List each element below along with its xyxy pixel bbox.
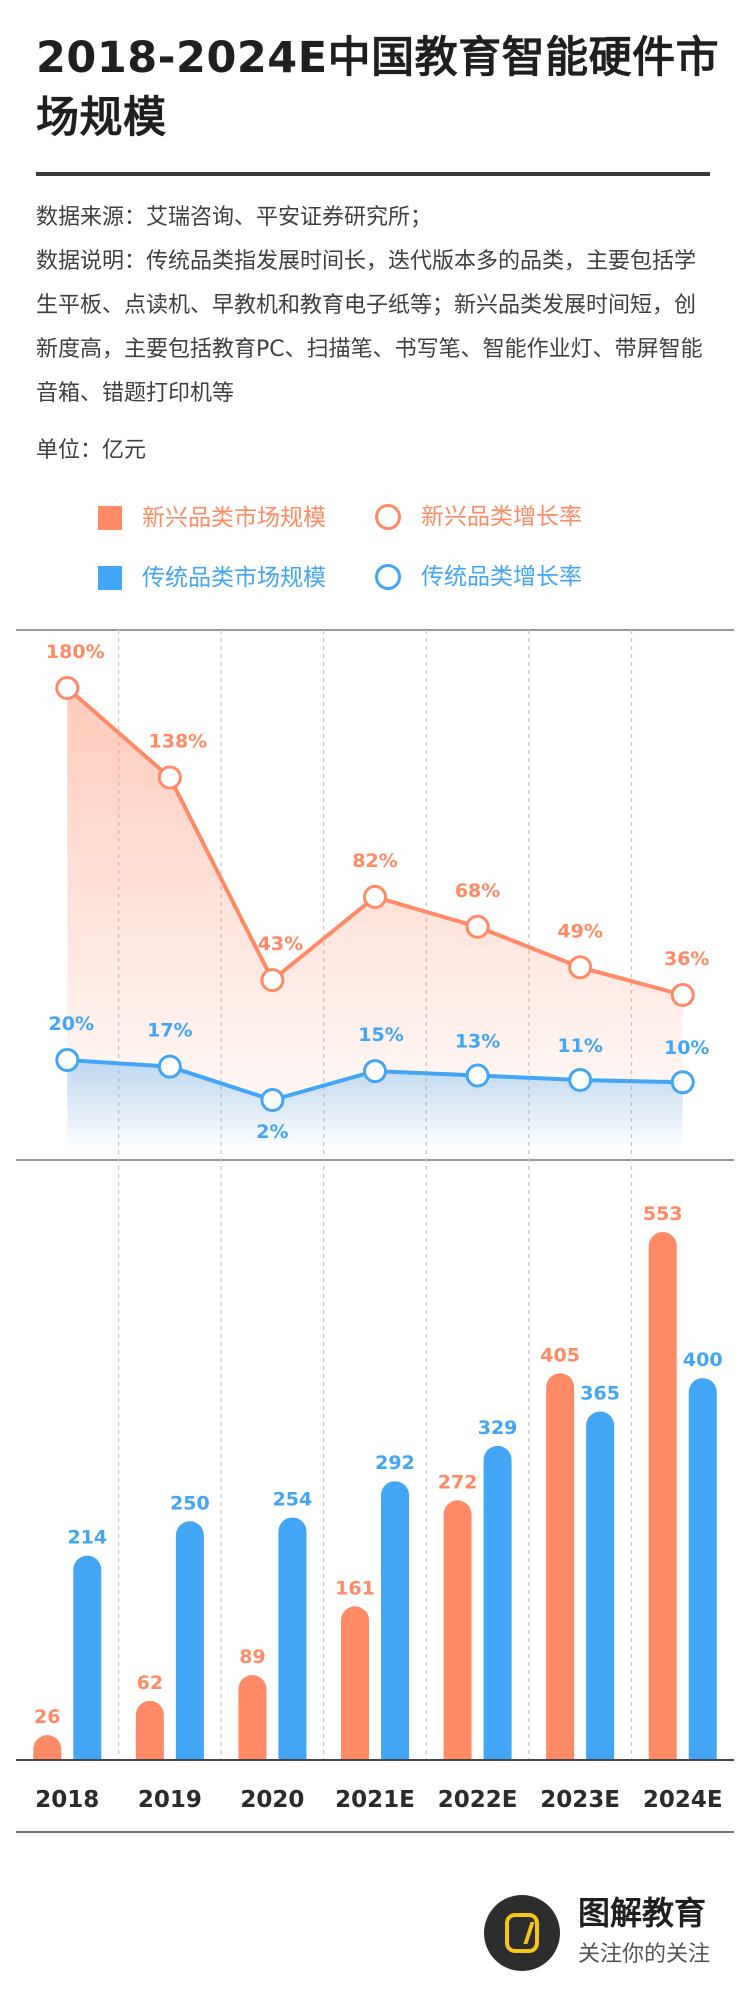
legend-label: 新兴品类市场规模 (142, 505, 326, 531)
traditional-size-bar (175, 1521, 204, 1760)
chart-notes: 数据来源：艾瑞咨询、平安证券研究所； 数据说明：传统品类指发展时间长，迭代版本多… (36, 196, 716, 416)
traditional-size-data-label: 214 (67, 1527, 107, 1549)
traditional-growth-data-label: 13% (455, 1031, 500, 1053)
emerging-growth-data-label: 43% (258, 933, 303, 955)
data-explanation-note: 数据说明：传统品类指发展时间长，迭代版本多的品类，主要包括学生平板、点读机、早教… (36, 249, 703, 406)
emerging-growth-point (55, 676, 80, 700)
emerging-size-data-label: 62 (137, 1672, 163, 1694)
traditional-size-bar (381, 1481, 409, 1760)
emerging-growth-data-label: 138% (149, 731, 208, 753)
x-tick-label: 2018 (35, 1787, 99, 1813)
emerging-size-bar (648, 1232, 677, 1760)
traditional-growth-data-label: 10% (664, 1037, 709, 1059)
traditional-size-data-label: 400 (683, 1349, 723, 1371)
traditional-size-data-label: 254 (273, 1488, 313, 1510)
emerging-growth-data-label: 180% (46, 641, 105, 663)
traditional-growth-point (465, 1063, 490, 1088)
emerging-size-bar (341, 1606, 369, 1760)
emerging-size-data-label: 272 (438, 1471, 478, 1493)
traditional-growth-point (568, 1068, 593, 1092)
emerging-size-data-label: 89 (239, 1646, 265, 1668)
legend-label: 新兴品类增长率 (421, 504, 582, 530)
x-tick-label: 2020 (240, 1787, 304, 1813)
emerging-growth-data-label: 82% (352, 850, 397, 872)
title-divider (36, 172, 710, 176)
legend-label: 传统品类增长率 (421, 564, 582, 590)
traditional-growth-data-label: 2% (256, 1121, 288, 1143)
legend-circle-icon (375, 504, 401, 530)
emerging-growth-data-label: 68% (455, 880, 500, 902)
x-tick-label: 2019 (138, 1787, 202, 1813)
emerging-growth-point (363, 884, 387, 909)
emerging-size-bar (443, 1500, 472, 1760)
traditional-growth-area (67, 1060, 683, 1145)
emerging-growth-point (465, 914, 490, 939)
chart-title: 2018-2024E中国教育智能硬件市场规模 (36, 33, 720, 143)
legend-item-traditional-size: 传统品类市场规模 (98, 563, 326, 593)
traditional-growth-data-label: 20% (49, 1013, 94, 1035)
x-tick-label: 2021E (335, 1787, 415, 1813)
traditional-growth-data-label: 15% (358, 1024, 403, 1046)
legend-item-emerging-growth: 新兴品类增长率 (375, 502, 582, 532)
footer-slogan: 关注你的关注 (578, 1942, 711, 1967)
traditional-size-bar (73, 1555, 102, 1760)
traditional-growth-point (157, 1054, 182, 1079)
growth-and-market-size-chart: 180% 138% 43% 82% 68% 49% 36% 20% 17% 2% 15% 13% 11%… (16, 629, 734, 1833)
legend-square-icon (98, 506, 122, 530)
footer-brand: 图解教育 (578, 1894, 707, 1932)
traditional-growth-point (363, 1059, 387, 1084)
emerging-growth-data-label: 36% (664, 948, 709, 970)
emerging-growth-point (670, 983, 695, 1007)
traditional-growth-point (670, 1070, 695, 1095)
emerging-size-data-label: 553 (643, 1203, 683, 1225)
x-tick-label: 2024E (643, 1787, 723, 1813)
brand-logo-icon (484, 1895, 560, 1971)
emerging-size-data-label: 26 (34, 1706, 60, 1728)
traditional-size-data-label: 365 (580, 1383, 620, 1405)
legend-square-icon (98, 566, 122, 590)
emerging-growth-point (260, 968, 285, 993)
emerging-growth-area (67, 688, 683, 1130)
traditional-growth-data-label: 11% (557, 1035, 602, 1057)
unit-label: 单位：亿元 (36, 438, 147, 463)
x-tick-label: 2023E (540, 1787, 620, 1813)
traditional-growth-data-label: 17% (147, 1020, 192, 1042)
traditional-size-bar (688, 1378, 717, 1760)
emerging-size-bar (33, 1735, 62, 1760)
emerging-growth-point (568, 955, 593, 980)
legend-item-traditional-growth: 传统品类增长率 (375, 562, 582, 592)
traditional-size-data-label: 292 (375, 1452, 415, 1474)
traditional-size-bar (278, 1517, 307, 1760)
emerging-growth-point (157, 765, 182, 790)
emerging-size-data-label: 161 (335, 1577, 375, 1599)
traditional-size-data-label: 250 (170, 1492, 210, 1514)
emerging-size-data-label: 405 (540, 1344, 580, 1366)
traditional-size-bar (586, 1411, 615, 1760)
emerging-size-bar (546, 1373, 575, 1760)
emerging-growth-data-label: 49% (557, 920, 602, 942)
data-source-note: 数据来源：艾瑞咨询、平安证券研究所； (36, 205, 433, 230)
traditional-growth-point (55, 1048, 80, 1072)
emerging-size-bar (238, 1675, 267, 1760)
traditional-growth-point (260, 1088, 285, 1112)
traditional-size-bar (483, 1445, 512, 1760)
legend-label: 传统品类市场规模 (142, 565, 326, 591)
legend-circle-icon (375, 564, 401, 590)
emerging-size-bar (135, 1700, 164, 1760)
traditional-size-data-label: 329 (478, 1417, 518, 1439)
legend-item-emerging-size: 新兴品类市场规模 (98, 503, 326, 533)
x-tick-label: 2022E (438, 1787, 518, 1813)
